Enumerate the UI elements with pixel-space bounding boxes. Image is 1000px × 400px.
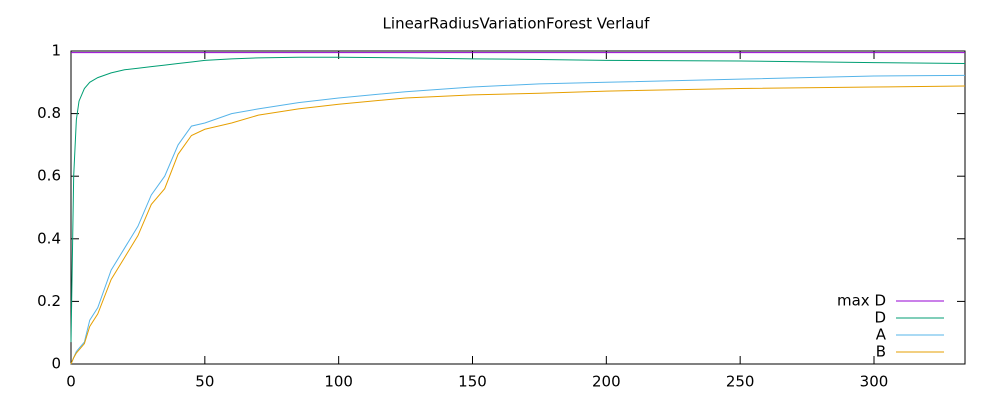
x-tick-label: 0	[66, 373, 76, 391]
x-tick-label: 300	[860, 373, 889, 391]
data-line	[70, 56, 966, 343]
x-tick-label: 50	[195, 373, 214, 391]
y-tick-label: 0	[51, 355, 61, 373]
legend-label: D	[874, 309, 886, 327]
plot-frame	[70, 50, 966, 365]
y-tick-label: 0.4	[37, 229, 61, 247]
chart-title: LinearRadiusVariationForest Verlauf	[383, 15, 651, 33]
y-tick-label: 0.2	[37, 292, 61, 310]
x-tick-label: 150	[458, 373, 487, 391]
legend-label: max D	[837, 292, 886, 310]
legend-label: A	[876, 326, 887, 344]
y-tick-label: 1	[51, 42, 61, 60]
x-tick-label: 200	[592, 373, 621, 391]
data-line	[70, 74, 966, 365]
data-line	[70, 85, 966, 365]
y-tick-label: 0.6	[37, 167, 61, 185]
x-tick-label: 100	[324, 373, 353, 391]
legend-label: B	[876, 343, 886, 361]
x-tick-label: 250	[726, 373, 755, 391]
y-tick-label: 0.8	[37, 104, 61, 122]
